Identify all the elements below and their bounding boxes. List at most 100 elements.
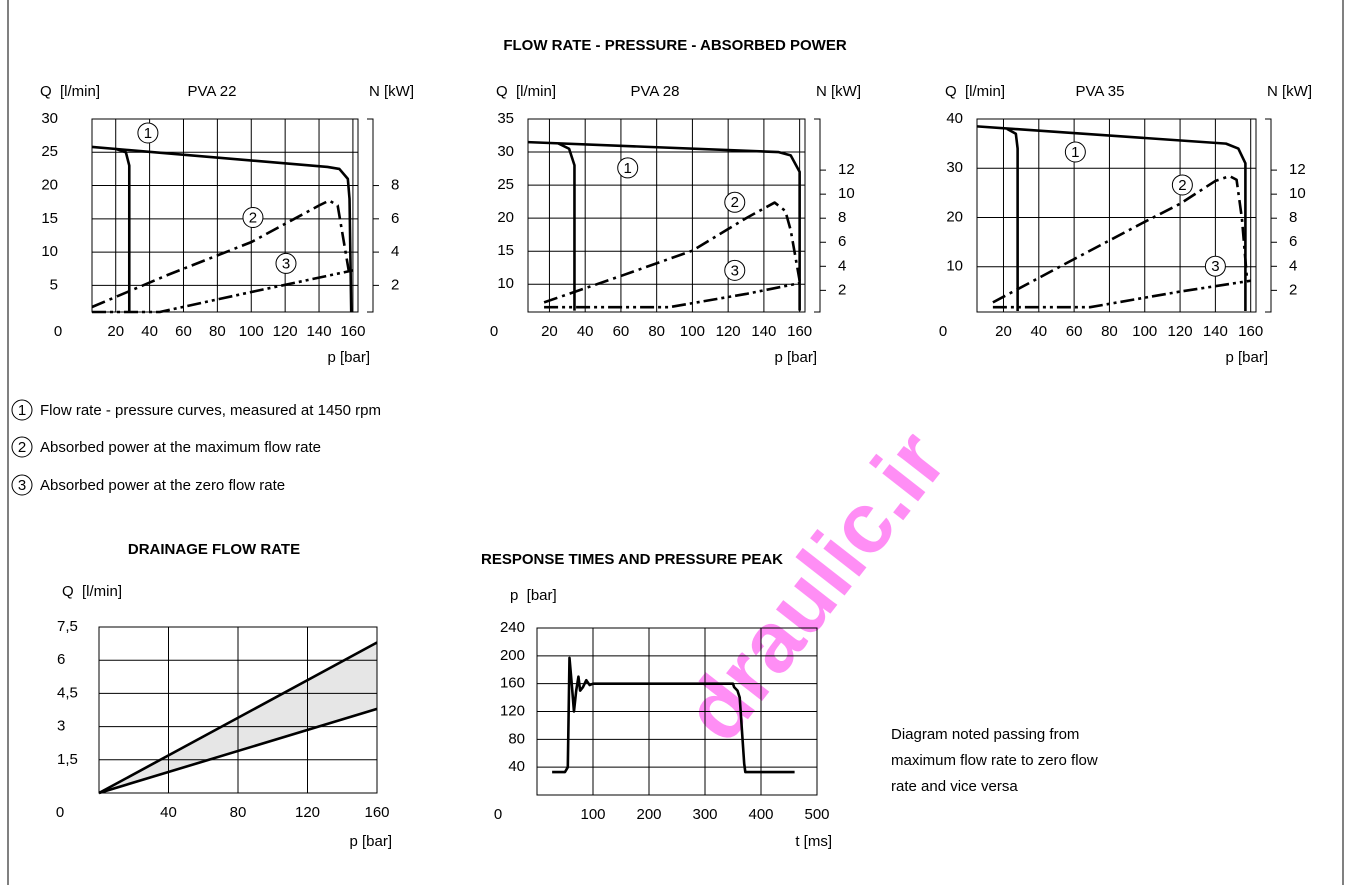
y2-tick-label: 10 — [1289, 185, 1306, 202]
y-axis-label: Q [l/min] — [40, 83, 100, 100]
y-tick-label: 160 — [500, 675, 525, 692]
x-tick-label: 500 — [804, 806, 829, 823]
x-axis-label: p [bar] — [327, 349, 370, 366]
curve — [98, 641, 378, 795]
x-tick-label: 80 — [648, 323, 665, 340]
x-axis-label: p [bar] — [1225, 349, 1268, 366]
chart-title: PVA 35 — [1076, 83, 1125, 100]
y-axis-label: p [bar] — [510, 587, 557, 604]
y-tick-label: 5 — [50, 276, 58, 293]
curve — [115, 147, 131, 312]
y2-tick-label: 2 — [1289, 281, 1297, 298]
annotation-circle — [1204, 255, 1226, 277]
y-tick-label: 10 — [41, 243, 58, 260]
origin-label: 0 — [54, 323, 62, 340]
origin-label: 0 — [494, 806, 502, 823]
y2-axis-label: N [kW] — [369, 83, 414, 100]
x-tick-label: 80 — [230, 804, 247, 821]
x-tick-label: 120 — [273, 323, 298, 340]
y-tick-label: 3 — [57, 718, 65, 735]
legend-circle — [11, 474, 33, 496]
x-tick-label: 120 — [295, 804, 320, 821]
x-tick-label: 80 — [1101, 323, 1118, 340]
y-tick-label: 80 — [508, 730, 525, 747]
curve — [91, 145, 353, 313]
curve — [544, 281, 800, 309]
x-tick-label: 80 — [209, 323, 226, 340]
y-tick-label: 25 — [497, 176, 514, 193]
y-tick-label: 15 — [497, 242, 514, 259]
annotation-label: 2 — [731, 194, 739, 211]
x-tick-label: 100 — [580, 806, 605, 823]
x-tick-label: 60 — [613, 323, 630, 340]
y-tick-label: 6 — [57, 651, 65, 668]
y-tick-label: 35 — [497, 110, 514, 127]
x-axis-label: p [bar] — [774, 349, 817, 366]
note-line: maximum flow rate to zero flow — [891, 752, 1098, 769]
y-tick-label: 240 — [500, 619, 525, 636]
annotation-circle — [724, 191, 746, 213]
page-title: FLOW RATE - PRESSURE - ABSORBED POWER — [503, 37, 847, 54]
chart: PVA 22 Q [l/min] p [bar] 0 5 10 15 20 25 30 20 40 60… — [40, 83, 414, 366]
legend: 1 Flow rate - pressure curves, measured … — [11, 399, 381, 496]
x-tick-label: 40 — [160, 804, 177, 821]
curve — [552, 656, 795, 774]
chart-title: PVA 28 — [631, 83, 680, 100]
x-tick-label: 60 — [175, 323, 192, 340]
annotation-label: 1 — [624, 160, 632, 177]
y2-tick-label: 2 — [391, 276, 399, 293]
origin-label: 0 — [56, 804, 64, 821]
x-tick-label: 300 — [692, 806, 717, 823]
legend-text: Absorbed power at the maximum flow rate — [40, 439, 321, 456]
curve — [557, 142, 576, 311]
x-tick-label: 140 — [751, 323, 776, 340]
y2-axis-bracket — [367, 118, 374, 313]
x-tick-label: 40 — [141, 323, 158, 340]
curve — [98, 707, 378, 795]
annotation-circle — [1171, 174, 1193, 196]
y2-tick-label: 10 — [838, 185, 855, 202]
y-tick-label: 20 — [497, 209, 514, 226]
curve — [992, 174, 1249, 304]
y-tick-label: 4,5 — [57, 684, 78, 701]
legend-number: 2 — [18, 439, 26, 456]
annotation-label: 1 — [1071, 144, 1079, 161]
legend-text: Absorbed power at the zero flow rate — [40, 477, 285, 494]
curve — [527, 140, 801, 311]
legend-number: 1 — [18, 402, 26, 419]
chart-title: PVA 22 — [188, 83, 237, 100]
x-axis-label: t [ms] — [795, 833, 832, 850]
note-line: Diagram noted passing from — [891, 726, 1079, 743]
y2-tick-label: 8 — [838, 209, 846, 226]
y2-tick-label: 4 — [391, 243, 399, 260]
x-tick-label: 20 — [995, 323, 1012, 340]
chart-title: RESPONSE TIMES AND PRESSURE PEAK — [481, 551, 783, 568]
y-tick-label: 15 — [41, 210, 58, 227]
y2-tick-label: 8 — [391, 177, 399, 194]
y-axis-label: Q [l/min] — [945, 83, 1005, 100]
note: Diagram noted passing from maximum flow … — [891, 726, 1098, 795]
legend-circle — [11, 399, 33, 421]
x-tick-label: 100 — [1132, 323, 1157, 340]
chart-title: DRAINAGE FLOW RATE — [128, 541, 300, 558]
y-tick-label: 20 — [946, 208, 963, 225]
x-axis-label: p [bar] — [349, 833, 392, 850]
plot-frame — [91, 118, 359, 313]
y-tick-label: 25 — [41, 143, 58, 160]
y2-tick-label: 2 — [838, 281, 846, 298]
y-tick-label: 10 — [497, 275, 514, 292]
x-tick-label: 20 — [541, 323, 558, 340]
curve — [992, 279, 1251, 309]
y2-tick-label: 6 — [1289, 233, 1297, 250]
legend-circle — [11, 436, 33, 458]
annotation-circle — [137, 122, 159, 144]
x-tick-label: 400 — [748, 806, 773, 823]
x-tick-label: 160 — [787, 323, 812, 340]
chart: DRAINAGE FLOW RATE Q [l/min] p [bar] 0 1,5 3 4… — [56, 541, 392, 850]
y2-tick-label: 4 — [1289, 257, 1297, 274]
x-tick-label: 120 — [1168, 323, 1193, 340]
y2-tick-label: 12 — [838, 161, 855, 178]
y2-tick-label: 8 — [1289, 209, 1297, 226]
x-tick-label: 100 — [680, 323, 705, 340]
